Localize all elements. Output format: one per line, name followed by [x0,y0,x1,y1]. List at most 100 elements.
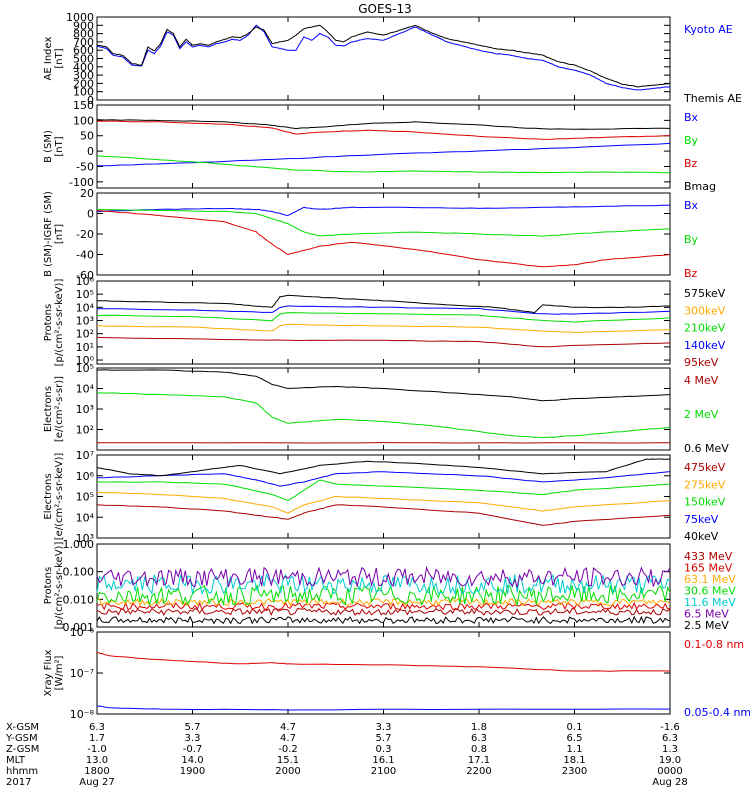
series-line-0-05-0-4-nm [96,705,671,711]
y-tick-label: 10⁵ [76,491,94,504]
series-line-0-1-0-8-nm [96,652,671,672]
x-axis-value: -1.6 [660,722,680,733]
series-line-30-6-mev [96,584,671,607]
y-tick-label: 0.001 [63,621,95,634]
y-tick-label: 0 [87,145,94,158]
x-axis-value: 2200 [466,766,491,777]
x-axis-value: 14.0 [181,755,203,766]
y-tick-label: -100 [69,176,94,189]
x-axis-value: 2300 [562,766,587,777]
x-axis-row-label: Y-GSM [5,733,38,744]
x-axis-value: 2000 [275,766,300,777]
series-line-bz [96,120,671,140]
x-axis-value: 0.3 [376,744,392,755]
legend-entry: Themis AE [683,92,742,105]
panel-frame [96,367,671,451]
legend-entry: Bz [684,157,698,170]
y-tick-label: 100 [73,114,94,127]
legend-entry: 0.05-0.4 nm [684,706,750,719]
x-axis-value: 6.5 [567,733,583,744]
x-axis-row-label: Z-GSM [6,744,39,755]
y-tick-label: 10⁷ [76,449,94,462]
legend-entry: 210keV [684,322,726,335]
y-tick-label: 800 [73,28,94,41]
y-tick-label: 300 [73,69,94,82]
y-tick-label: 0.100 [63,566,95,579]
series-line-bz [96,210,671,268]
series-line-475kev [96,504,671,526]
x-axis-value: 19.0 [659,755,681,766]
y-axis-label: B (SM)-IGRF (SM) [43,191,54,277]
panel-electrons_mev: 10² 10³ 10⁴ 10⁵ Electrons [e/(cm²-s-sr)] 4 MeV… [43,362,729,455]
y-axis-label: Protons [43,304,54,341]
plot-title: GOES-13 [358,2,412,16]
x-axis-value: 0000 [657,766,682,777]
panel-bsm: -100 -50 0 50 100 150 B (SM) [nT] Bx By Bz Bmag [43,99,716,193]
x-axis-value: 6.3 [471,733,487,744]
x-axis-table: X-GSMY-GSMZ-GSMMLThhmm20176.31.7-1.013.0… [5,722,688,788]
y-tick-label: 10⁰ [76,354,95,367]
y-axis-label: [nT] [54,224,65,244]
x-axis-value: 2100 [371,766,396,777]
y-axis-label: Electrons [43,473,54,519]
y-tick-label: 0 [87,94,94,107]
x-axis-value: 18.1 [563,755,585,766]
legend-entry: Kyoto AE [684,23,733,36]
x-axis-value: 3.3 [376,722,392,733]
y-tick-label: 10³ [76,532,94,545]
series-line-210kev [96,312,671,323]
y-tick-label: 1.000 [63,538,95,551]
panel-bigrf: -60 -40 -20 0 20 B (SM)-IGRF (SM) [nT] Bx By Bz [43,187,699,282]
y-tick-label: 10⁶ [76,275,95,288]
y-tick-label: 700 [73,36,94,49]
legend-entry: Bx [684,111,699,124]
legend-entry: 300keV [684,304,726,317]
legend-entry: 140keV [684,339,726,352]
y-tick-label: 10⁻⁸ [70,708,95,721]
legend-entry: Bz [684,267,698,280]
y-tick-label: 100 [73,86,94,99]
panel-frame [96,104,671,189]
y-tick-label: 10² [76,424,94,437]
series-line-63-1-mev [96,597,671,607]
legend-entry: 75keV [684,513,719,526]
x-axis-value: 0.1 [567,722,583,733]
x-axis-value: Aug 27 [79,777,114,788]
y-tick-label: 600 [73,44,94,57]
legend-entry: By [684,134,699,147]
x-axis-value: 1.7 [89,733,105,744]
y-tick-label: 10⁴ [76,511,95,524]
series-line-140kev [97,305,671,315]
series-line-bx [96,204,671,216]
legend-entry: 2.5 MeV [684,619,729,632]
series-line-2-5-mev [96,615,671,625]
y-axis-label: Electrons [43,386,54,432]
y-tick-label: -50 [76,160,94,173]
legend-entry: 275keV [684,478,726,491]
y-tick-label: 50 [80,130,94,143]
panel-protons_mev: 0.001 0.010 0.100 1.000 Protons [p/(cm²-s-sr-… [43,538,736,634]
panel-frame [96,631,671,715]
y-tick-label: 10⁵ [76,288,94,301]
x-axis-value: 16.1 [372,755,394,766]
x-axis-value: 13.0 [86,755,108,766]
y-tick-label: 500 [73,53,94,66]
x-axis-value: 1.8 [471,722,487,733]
legend-entry: 0.1-0.8 nm [684,638,744,651]
series-line-0-6-mev [96,369,671,402]
series-line-by [96,208,671,237]
x-axis-value: 3.3 [185,733,201,744]
x-axis-value: 15.1 [277,755,299,766]
x-axis-value: 6.3 [89,722,105,733]
x-axis-value: 1900 [180,766,205,777]
panel-xray: 10⁻⁸ 10⁻⁷ 10⁻⁶ Xray Flux [W/m²] 0.1-0.8 nm 0.0… [43,626,750,721]
y-tick-label: 10⁻⁷ [70,667,94,680]
x-axis-value: -0.7 [183,744,203,755]
x-axis-value: 5.7 [376,733,392,744]
y-tick-label: -60 [76,269,94,282]
y-tick-label: 150 [73,99,94,112]
legend-entry: 95keV [684,356,719,369]
legend-entry: Bmag [684,180,716,193]
